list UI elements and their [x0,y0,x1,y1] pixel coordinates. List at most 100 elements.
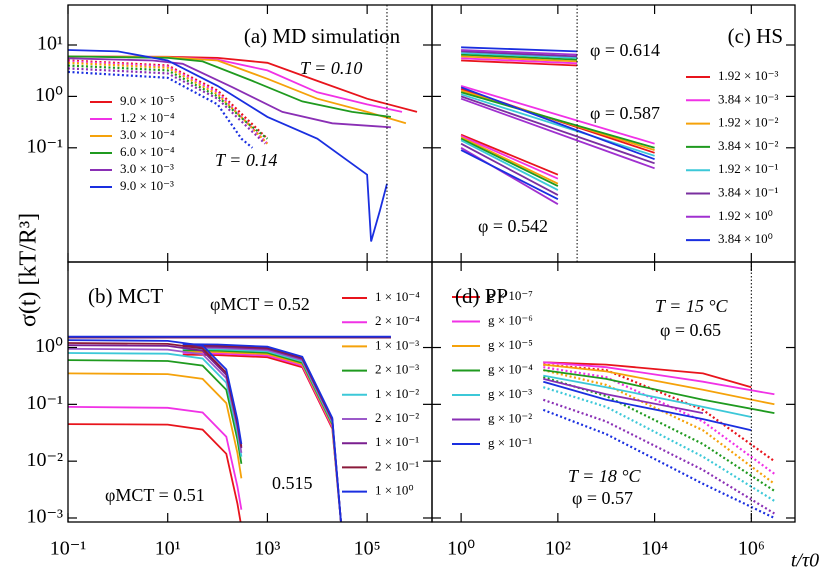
annotation: φ = 0.65 [660,320,721,340]
legend-label: 2 × 10⁻³ [375,362,419,377]
data-line [461,59,578,67]
legend-label: g × 10⁻⁷ [488,288,533,303]
annotation: T = 15 °C [655,296,729,316]
x-tick-label: 10¹ [155,538,181,560]
annotation: T = 0.14 [215,150,277,170]
legend-label: 1.92 × 10⁻³ [718,68,778,83]
data-line [460,136,559,185]
data-line [460,93,655,157]
data-line [182,350,342,522]
data-line [182,352,342,522]
x-tick-label: 10⁴ [641,538,668,560]
data-line [460,85,655,145]
data-line [460,139,559,191]
data-line [461,49,578,56]
legend-label: g × 10⁻⁶ [488,312,533,327]
data-line [543,378,704,414]
data-line [460,133,559,176]
annotation: 0.515 [272,473,313,493]
legend-label: g × 10⁻³ [488,386,532,401]
data-line [460,137,559,187]
legend-label: 2 × 10⁻¹ [375,458,419,473]
legend-label: g × 10⁻¹ [488,435,532,450]
annotation: T = 18 °C [568,466,642,486]
data-line [461,52,578,59]
y-tick-label: 10⁻³ [26,506,63,528]
annotation: φMCT = 0.51 [105,485,205,505]
annotation: (c) HS [728,24,783,48]
data-line [68,406,243,510]
x-tick-label: 10⁰ [447,538,475,560]
data-line [182,353,342,522]
legend-label: 3.84 × 10⁻² [718,138,778,153]
annotation: φ = 0.587 [590,103,660,123]
data-line [542,408,775,519]
annotation: φ = 0.614 [590,40,660,60]
data-line [182,343,342,522]
data-line [543,369,776,485]
legend-label: 3.84 × 10⁻³ [718,91,778,106]
x-tick-label: 10⁶ [738,538,765,560]
data-line [68,49,388,242]
data-line [68,339,243,445]
legend-label: 2 × 10⁻² [375,410,419,425]
legend-label: 3.84 × 10⁰ [718,231,773,246]
data-line [460,97,655,170]
plot-area [68,49,418,242]
data-line [543,363,775,406]
data-line [543,366,776,475]
annotation: (d) PP [455,284,508,308]
data-line [543,361,775,396]
y-axis-label: σ(t) [kT/R³] [16,213,42,327]
legend-label: g × 10⁻⁵ [488,337,533,352]
data-line [460,91,655,149]
legend-label: 1.2 × 10⁻⁴ [120,110,175,125]
y-tick-label: 10¹ [37,33,63,55]
x-tick-label: 10² [545,538,571,560]
plot-area [460,46,655,205]
annotation: φ = 0.542 [478,216,548,236]
x-tick-label: 10³ [254,538,280,560]
data-line [461,55,578,63]
y-tick-label: 10⁰ [35,84,63,106]
legend-label: 1 × 10⁻⁴ [375,289,420,304]
data-line [182,349,342,522]
data-line [182,346,342,522]
legend-label: 9.0 × 10⁻⁵ [120,93,174,108]
data-line [460,142,559,196]
annotation: (b) MCT [88,284,163,308]
data-line [460,95,655,165]
legend-label: 1.92 × 10⁻¹ [718,161,778,176]
annotation: (a) MD simulation [244,24,401,48]
data-line [543,361,752,389]
data-line [460,147,559,205]
data-line [461,53,578,61]
data-line [543,374,752,418]
y-tick-label: 10⁻² [26,449,63,471]
annotation: φ = 0.57 [572,488,633,508]
legend-label: 1.92 × 10⁰ [718,208,773,223]
data-line [68,70,254,149]
data-line [542,386,775,502]
data-line [543,380,752,432]
data-line [68,57,391,129]
legend-label: 1 × 10⁻¹ [375,434,419,449]
legend-label: 1 × 10⁰ [375,483,414,498]
data-line [543,369,775,414]
data-line [68,61,269,145]
data-line [68,423,242,522]
data-line [460,86,655,161]
legend-label: g × 10⁻² [488,410,532,425]
x-axis-label: t/τ0 [791,550,819,572]
data-line [68,352,243,457]
plot-area [542,361,776,519]
legend-label: 1.92 × 10⁻² [718,115,778,130]
data-line [460,135,559,180]
legend-label: 1 × 10⁻² [375,386,419,401]
legend-label: 6.0 × 10⁻⁴ [120,144,175,159]
annotation: φMCT = 0.52 [210,294,310,314]
panel-frame [431,261,796,523]
y-tick-label: 10⁰ [35,335,63,357]
data-line [68,55,392,118]
